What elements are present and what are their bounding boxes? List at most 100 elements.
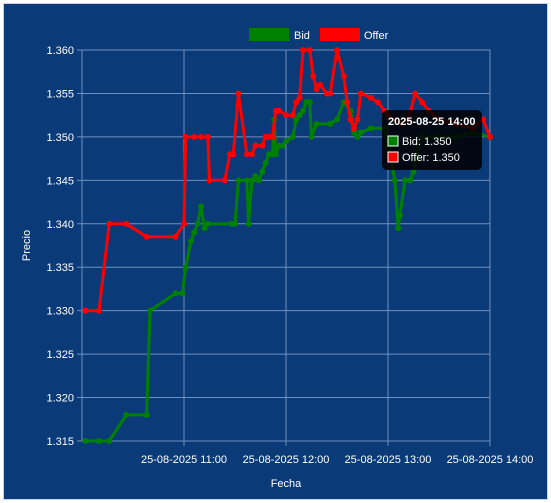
data-point-bid[interactable] [279, 142, 286, 149]
legend-bid-label[interactable]: Bid [294, 30, 310, 42]
data-point-offer[interactable] [368, 94, 374, 101]
data-point-offer[interactable] [334, 47, 340, 53]
y-axis-ticks: 1.315 1.320 1.325 1.330 1.335 1.340 1.345 1.350… [46, 45, 74, 448]
data-point-offer[interactable] [172, 233, 179, 240]
data-point-offer[interactable] [204, 133, 211, 140]
data-point-offer[interactable] [249, 151, 255, 158]
data-point-bid[interactable] [123, 411, 130, 418]
data-point-offer[interactable] [419, 99, 425, 106]
data-point-bid[interactable] [187, 238, 194, 245]
data-point-bid[interactable] [272, 151, 279, 158]
data-point-offer[interactable] [206, 177, 213, 184]
legend-offer-swatch[interactable] [320, 28, 360, 41]
data-point-offer[interactable] [347, 116, 354, 123]
data-point-offer[interactable] [310, 73, 317, 80]
data-point-offer[interactable] [182, 133, 189, 140]
data-point-offer[interactable] [106, 220, 113, 227]
data-point-bid[interactable] [351, 129, 357, 136]
data-point-offer[interactable] [123, 220, 130, 227]
legend[interactable]: Bid Offer [249, 28, 389, 42]
data-point-bid[interactable] [198, 203, 204, 210]
data-point-bid[interactable] [204, 220, 211, 227]
data-point-bid[interactable] [172, 290, 179, 297]
data-point-offer[interactable] [344, 99, 351, 106]
data-point-offer[interactable] [181, 220, 187, 227]
data-point-bid[interactable] [407, 177, 414, 184]
data-point-offer[interactable] [354, 116, 361, 123]
data-point-bid[interactable] [82, 438, 89, 444]
data-point-bid[interactable] [259, 168, 266, 175]
data-point-offer[interactable] [306, 47, 313, 53]
data-point-bid[interactable] [255, 177, 262, 184]
data-point-offer[interactable] [235, 90, 242, 97]
data-point-offer[interactable] [317, 81, 323, 88]
data-point-bid[interactable] [245, 220, 252, 227]
tooltip-title: 2025-08-25 14:00 [388, 116, 475, 128]
data-point-bid[interactable] [191, 229, 198, 236]
data-point-offer[interactable] [487, 133, 493, 140]
data-point-bid[interactable] [327, 120, 334, 127]
data-point-bid[interactable] [396, 212, 403, 219]
data-point-bid[interactable] [235, 177, 242, 184]
data-point-bid[interactable] [402, 177, 408, 184]
data-point-offer[interactable] [198, 133, 204, 140]
data-point-offer[interactable] [269, 133, 276, 140]
data-point-bid[interactable] [334, 116, 340, 123]
data-point-offer[interactable] [143, 233, 150, 240]
data-point-bid[interactable] [283, 138, 289, 145]
data-point-bid[interactable] [249, 177, 255, 184]
data-point-offer[interactable] [296, 94, 303, 101]
data-point-offer[interactable] [252, 142, 259, 149]
data-point-bid[interactable] [96, 438, 102, 444]
data-point-bid[interactable] [194, 220, 201, 227]
data-point-bid[interactable] [300, 107, 306, 114]
data-point-bid[interactable] [395, 225, 402, 232]
data-point-bid[interactable] [368, 125, 374, 132]
data-point-offer[interactable] [221, 177, 228, 184]
data-point-bid[interactable] [147, 307, 153, 314]
data-point-bid[interactable] [289, 133, 296, 140]
data-point-bid[interactable] [296, 112, 303, 119]
data-point-offer[interactable] [300, 47, 306, 53]
legend-offer-label[interactable]: Offer [364, 30, 389, 42]
data-point-bid[interactable] [143, 411, 150, 418]
data-point-offer[interactable] [82, 307, 89, 314]
data-point-bid[interactable] [357, 129, 364, 136]
data-point-offer[interactable] [313, 86, 320, 93]
data-point-offer[interactable] [340, 73, 347, 80]
data-point-offer[interactable] [374, 99, 381, 106]
data-point-offer[interactable] [327, 90, 334, 97]
data-point-offer[interactable] [243, 151, 250, 158]
data-point-bid[interactable] [354, 133, 361, 140]
data-point-bid[interactable] [182, 264, 189, 271]
data-point-bid[interactable] [306, 99, 313, 106]
data-point-offer[interactable] [259, 142, 266, 149]
data-point-bid[interactable] [232, 220, 238, 227]
data-point-offer[interactable] [276, 107, 283, 114]
x-axis-title: Fecha [271, 478, 302, 490]
data-point-bid[interactable] [308, 133, 315, 140]
data-point-bid[interactable] [106, 438, 113, 444]
data-point-bid[interactable] [201, 225, 208, 232]
data-point-bid[interactable] [293, 116, 300, 123]
legend-bid-swatch[interactable] [249, 28, 289, 41]
data-point-offer[interactable] [191, 133, 198, 140]
x-tick-label: 25-08-2025 14:00 [447, 454, 534, 466]
data-point-bid[interactable] [179, 290, 186, 297]
data-point-offer[interactable] [412, 90, 419, 97]
data-point-offer[interactable] [96, 307, 102, 314]
data-point-offer[interactable] [230, 151, 237, 158]
data-point-offer[interactable] [351, 125, 357, 132]
y-tick-label: 1.330 [46, 306, 74, 318]
data-point-bid[interactable] [313, 120, 320, 127]
data-point-bid[interactable] [243, 177, 250, 184]
data-point-offer[interactable] [357, 90, 364, 97]
data-point-offer[interactable] [283, 112, 289, 119]
x-tick-label: 25-08-2025 13:00 [345, 454, 432, 466]
data-point-offer[interactable] [293, 99, 300, 106]
data-point-bid[interactable] [410, 168, 417, 175]
data-point-bid[interactable] [252, 172, 259, 179]
data-point-bid[interactable] [391, 177, 398, 184]
data-point-offer[interactable] [289, 112, 296, 119]
data-point-bid[interactable] [262, 159, 269, 166]
